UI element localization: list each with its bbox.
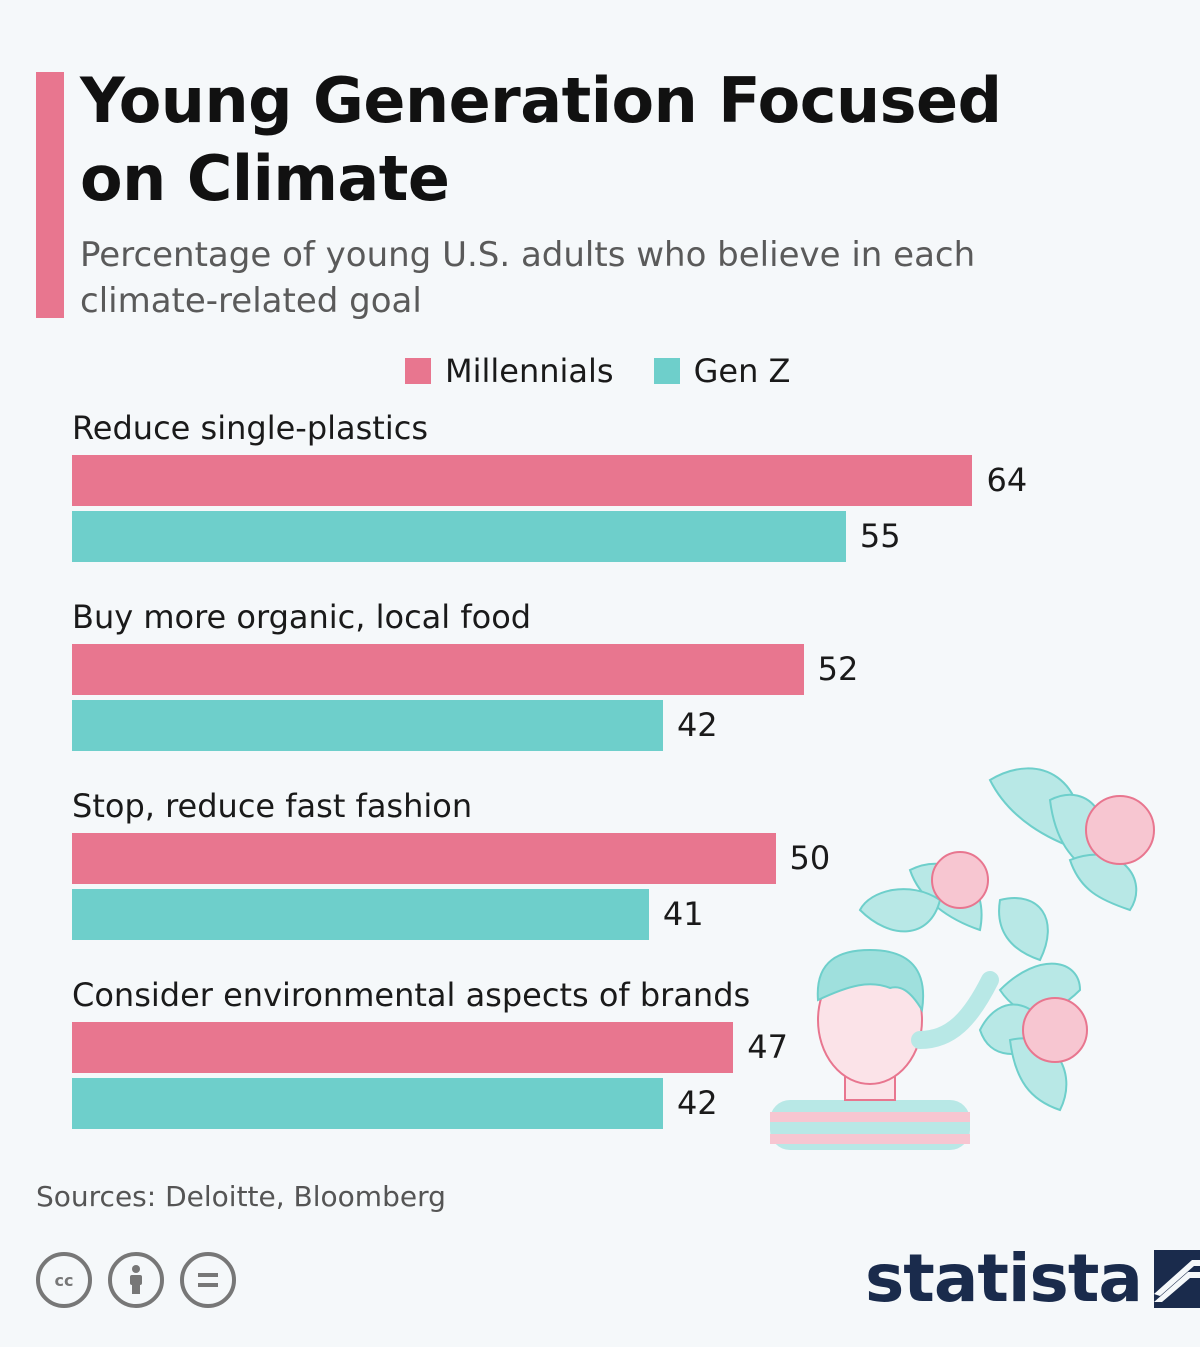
chart-subtitle: Percentage of young U.S. adults who beli… bbox=[80, 235, 976, 321]
data-label: 42 bbox=[676, 1084, 718, 1122]
data-label: 55 bbox=[859, 517, 901, 555]
legend: Millennials Gen Z bbox=[405, 352, 830, 390]
legend-label-millennials: Millennials bbox=[445, 352, 614, 390]
equals-glyph-icon bbox=[198, 1273, 218, 1287]
legend-swatch-millennials bbox=[405, 358, 431, 384]
legend-item-millennials: Millennials bbox=[405, 352, 614, 390]
bar-genz bbox=[72, 1078, 663, 1129]
chart-title: Young Generation Focused on Climate bbox=[80, 64, 1002, 215]
category-label: Reduce single-plastics bbox=[72, 409, 428, 447]
legend-swatch-genz bbox=[653, 358, 680, 384]
logo-text: statista bbox=[865, 1240, 1143, 1317]
cc-icon[interactable]: cc bbox=[36, 1252, 92, 1308]
category-label: Consider environmental aspects of brands bbox=[72, 976, 751, 1014]
data-label: 64 bbox=[986, 461, 1028, 499]
legend-label-genz: Gen Z bbox=[693, 352, 791, 390]
data-label: 50 bbox=[789, 839, 831, 877]
sources-note: Sources: Deloitte, Bloomberg bbox=[36, 1180, 446, 1213]
data-label: 47 bbox=[747, 1028, 788, 1066]
no-derivatives-icon[interactable] bbox=[180, 1252, 236, 1308]
bar-genz bbox=[72, 889, 649, 940]
bar-millennials bbox=[72, 455, 973, 506]
person-with-plants-illustration bbox=[770, 767, 1155, 1150]
data-label: 42 bbox=[676, 706, 718, 744]
attribution-icon[interactable] bbox=[108, 1252, 164, 1308]
data-label: 41 bbox=[662, 895, 704, 933]
accent-bar bbox=[36, 72, 64, 318]
person-glyph-icon bbox=[130, 1265, 142, 1294]
category-label: Stop, reduce fast fashion bbox=[72, 787, 473, 825]
bar-millennials bbox=[72, 1022, 734, 1073]
statista-mark-icon bbox=[1153, 1249, 1200, 1308]
data-label: 52 bbox=[817, 650, 859, 688]
bar-genz bbox=[72, 700, 663, 751]
bar-genz bbox=[72, 511, 846, 562]
legend-item-genz: Gen Z bbox=[653, 352, 791, 390]
category-label: Buy more organic, local food bbox=[72, 598, 532, 636]
bar-millennials bbox=[72, 644, 804, 695]
statista-logo[interactable]: statista bbox=[865, 1240, 1200, 1317]
bar-millennials bbox=[72, 833, 776, 884]
